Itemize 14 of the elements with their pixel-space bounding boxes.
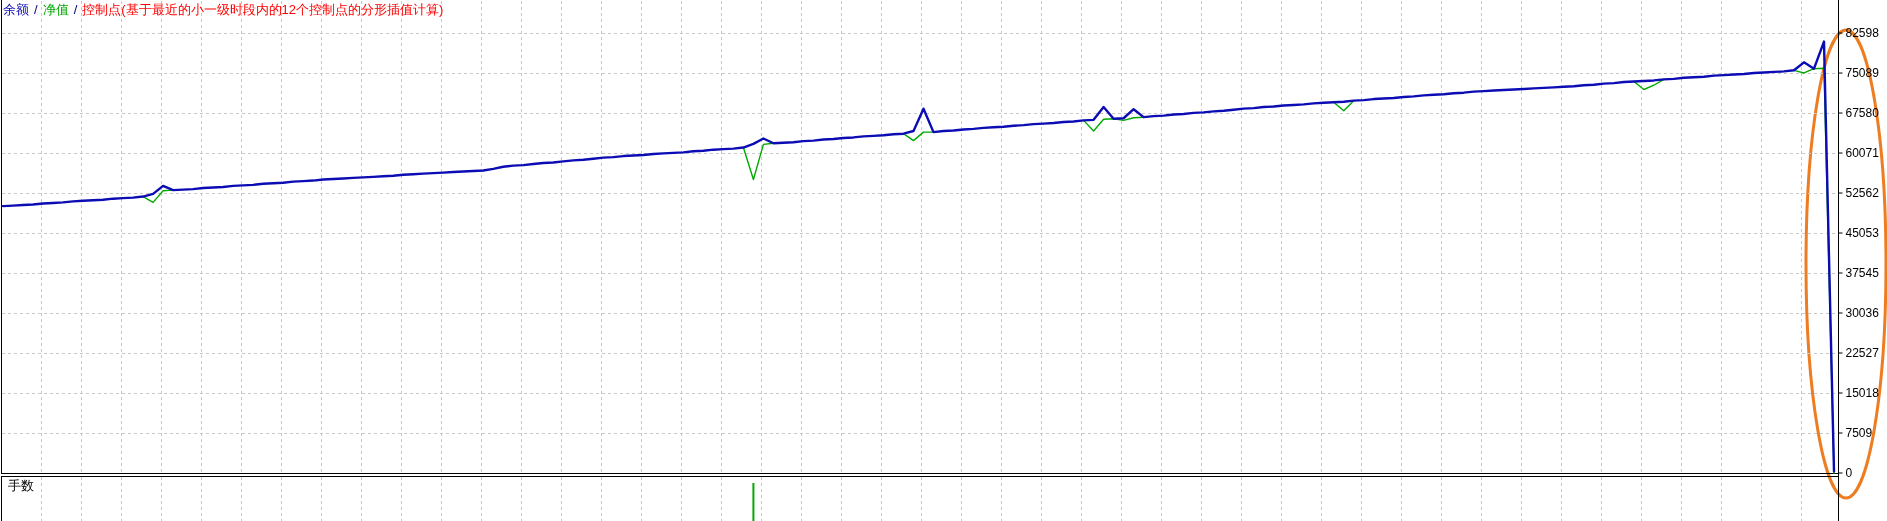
ytick-label: 30036	[1845, 306, 1879, 320]
ytick-label: 0	[1845, 466, 1853, 480]
legend-separator: /	[34, 2, 38, 17]
ytick-label: 37545	[1845, 266, 1879, 280]
ytick-label: 52562	[1845, 186, 1879, 200]
ytick-label: 22527	[1845, 346, 1879, 360]
ytick-label: 45053	[1845, 226, 1879, 240]
legend-separator: /	[73, 2, 78, 17]
legend-item: 余额	[3, 2, 29, 17]
ytick-label: 7509	[1845, 426, 1873, 440]
legend-item: 控制点(基于最近的小一级时段内的12个控制点的分形插值计算)	[82, 2, 444, 17]
legend-item: 净值	[42, 2, 69, 17]
title: 手数	[8, 478, 34, 493]
ytick-label: 60071	[1845, 146, 1879, 161]
